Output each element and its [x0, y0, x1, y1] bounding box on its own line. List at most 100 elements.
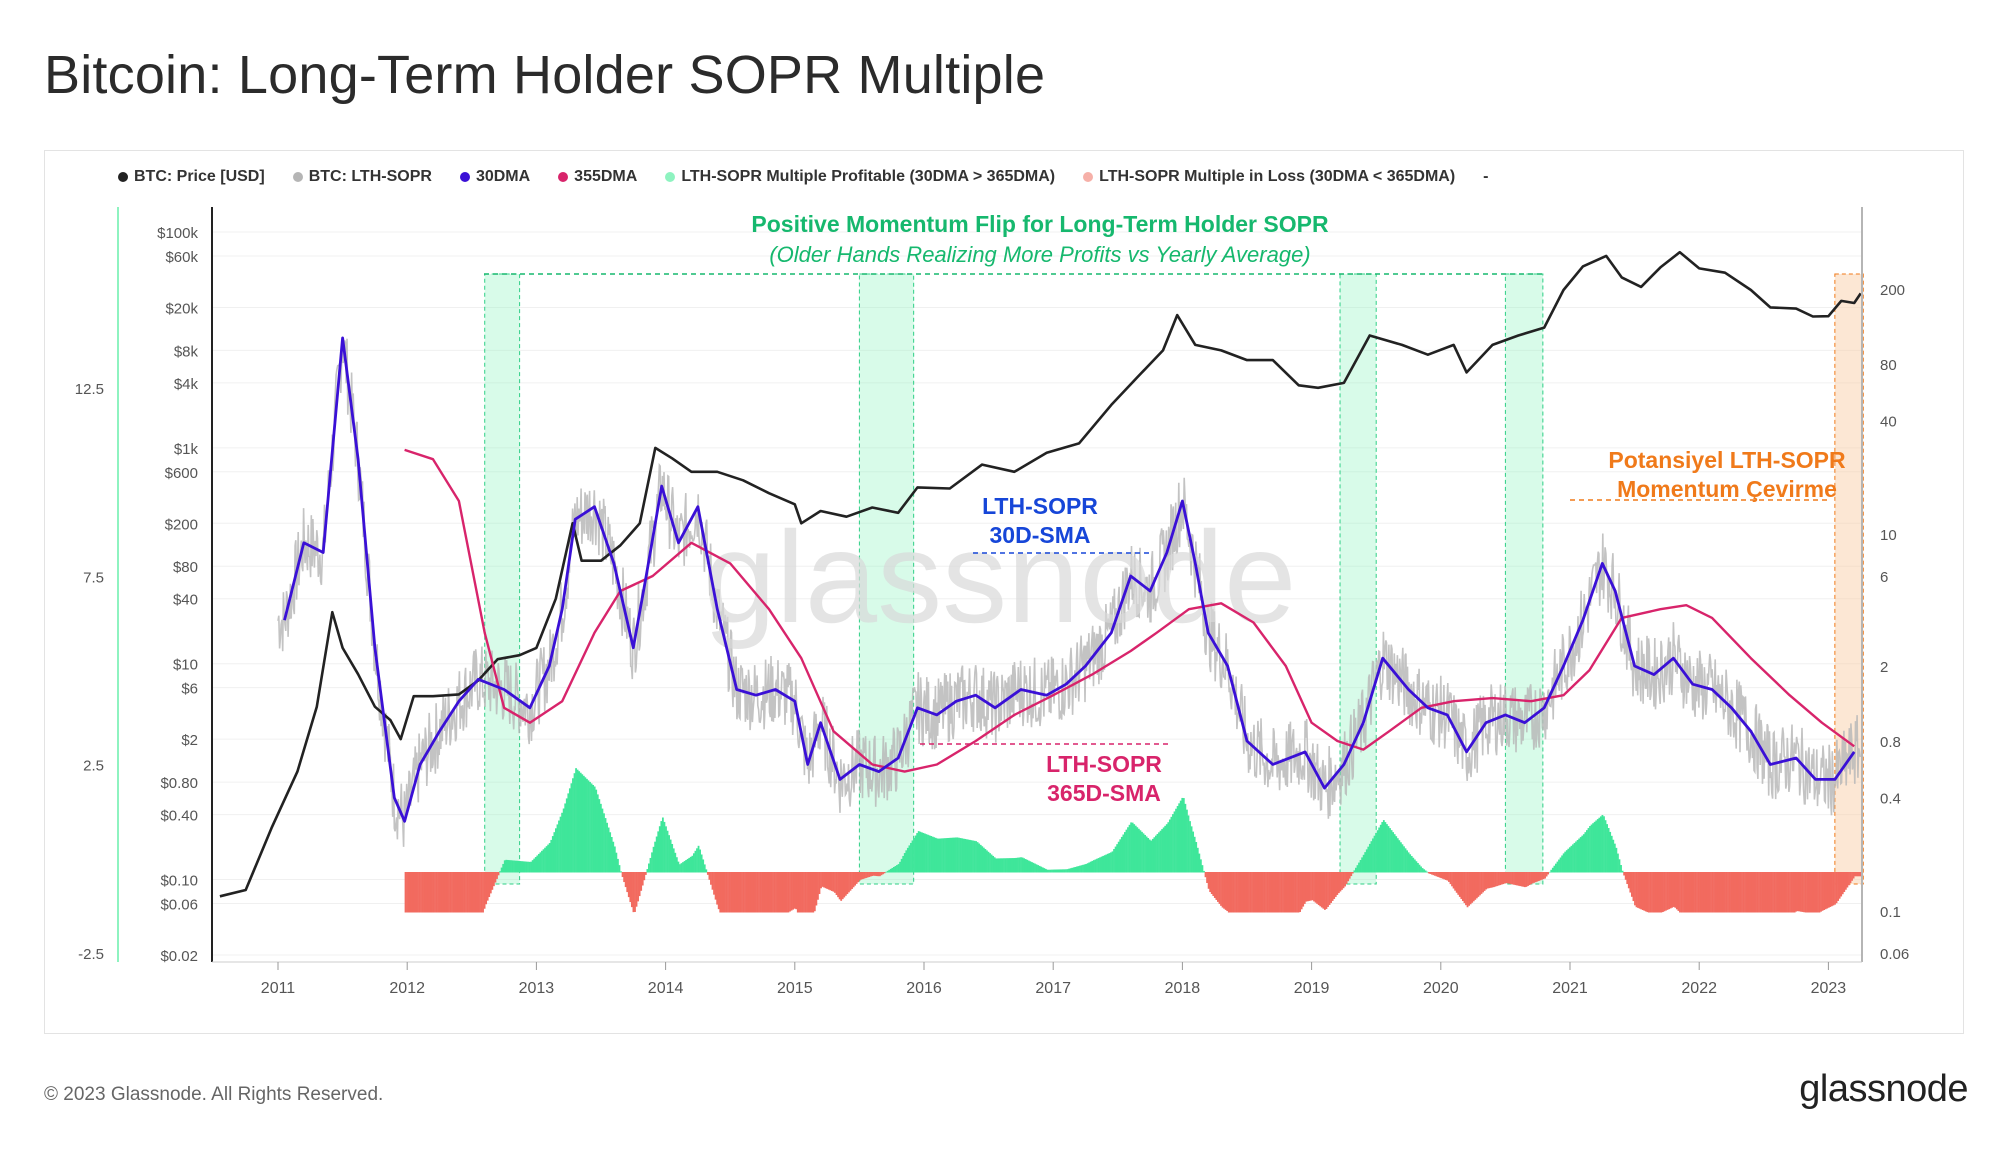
- multiple-bar: [1627, 872, 1630, 889]
- multiple-bar: [542, 849, 545, 873]
- multiple-bar: [1198, 853, 1201, 873]
- multiple-bar: [1249, 872, 1252, 913]
- multiple-bar: [1806, 872, 1808, 913]
- legend-label-loss: LTH-SOPR Multiple in Loss (30DMA < 365DM…: [1099, 168, 1456, 185]
- multiple-bar: [1714, 872, 1717, 913]
- multiple-bar: [751, 872, 754, 913]
- multiple-bar: [632, 872, 635, 913]
- multiple-bar: [1496, 872, 1498, 887]
- legend-item-loss[interactable]: LTH-SOPR Multiple in Loss (30DMA < 365DM…: [1083, 168, 1455, 186]
- multiple-bar: [1527, 872, 1529, 886]
- multiple-bar: [1179, 800, 1182, 873]
- multiple-bar: [869, 872, 872, 877]
- multiple-bar: [654, 841, 657, 873]
- multiple-bar: [1519, 872, 1522, 887]
- multiple-bar: [496, 872, 498, 879]
- multiple-bar: [700, 854, 703, 873]
- sopr-tick-label: 6: [1880, 569, 1888, 586]
- multiple-bar: [1320, 872, 1323, 908]
- multiple-bar: [1297, 872, 1300, 913]
- multiple-bar: [706, 872, 709, 875]
- multiple-bar: [1015, 857, 1018, 873]
- multiple-bar: [1124, 832, 1126, 873]
- multiple-bar: [1392, 832, 1395, 873]
- multiple-bar: [705, 869, 708, 873]
- multiple-bar: [1017, 857, 1019, 873]
- multiple-bar: [1675, 872, 1678, 910]
- multiple-bar: [841, 872, 844, 900]
- multiple-bar: [925, 834, 928, 873]
- multiple-bar: [889, 868, 892, 873]
- multiple-bar: [1413, 859, 1416, 873]
- multiple-bar: [469, 872, 472, 913]
- multiple-bar: [1716, 872, 1719, 913]
- multiple-bar: [872, 872, 875, 876]
- multiple-bar: [1322, 872, 1325, 909]
- legend-dot-price: [118, 172, 128, 182]
- multiple-bar: [1272, 872, 1275, 913]
- multiple-bar: [1296, 872, 1298, 913]
- multiple-bar: [423, 872, 426, 913]
- multiple-tick-label: 2.5: [83, 758, 104, 775]
- multiple-bar: [854, 872, 857, 886]
- multiple-bar: [1472, 872, 1475, 902]
- multiple-bar: [1520, 872, 1523, 887]
- multiple-bar: [1145, 836, 1148, 873]
- multiple-bar: [1491, 872, 1494, 888]
- multiple-bar: [1181, 797, 1184, 873]
- multiple-bar: [472, 872, 475, 913]
- legend-item-profitable[interactable]: LTH-SOPR Multiple Profitable (30DMA > 36…: [665, 168, 1055, 186]
- multiple-bar: [1782, 872, 1785, 913]
- multiple-bar: [773, 872, 776, 913]
- grid-layer: [212, 231, 1862, 956]
- multiple-bar: [483, 872, 486, 909]
- multiple-bar: [1835, 872, 1838, 904]
- multiple-bar: [1133, 824, 1136, 873]
- multiple-bar: [1080, 865, 1083, 873]
- legend-item-lth-sopr[interactable]: BTC: LTH-SOPR: [292, 168, 432, 186]
- multiple-bar: [1750, 872, 1753, 913]
- footer-brand-logo: glassnode: [1799, 1068, 1968, 1110]
- multiple-bar: [875, 872, 878, 877]
- multiple-bar: [1626, 872, 1629, 885]
- multiple-bar: [772, 872, 774, 913]
- multiple-bar: [1680, 872, 1683, 913]
- multiple-bar: [1168, 819, 1171, 873]
- multiple-bar: [1120, 836, 1123, 873]
- multiple-bar: [1212, 872, 1215, 896]
- multiple-bar: [972, 840, 974, 873]
- multiple-bar: [868, 872, 870, 878]
- turkish-label-line1: Potansiyel LTH-SOPR: [1608, 447, 1846, 473]
- multiple-bar: [1251, 872, 1253, 913]
- multiple-bar: [996, 858, 999, 873]
- multiple-bar: [1772, 872, 1774, 913]
- multiple-bar: [682, 862, 684, 873]
- multiple-bar: [1458, 872, 1461, 897]
- multiple-bar: [1127, 827, 1129, 873]
- multiple-bar: [770, 872, 773, 913]
- multiple-bar: [1599, 816, 1602, 873]
- x-tick-label: 2016: [906, 980, 942, 997]
- multiple-bar: [692, 853, 695, 873]
- multiple-bar: [1114, 846, 1117, 873]
- multiple-bar: [1313, 872, 1315, 902]
- multiple-bar: [415, 872, 418, 913]
- multiple-bar: [810, 872, 813, 913]
- legend-item-30dma[interactable]: 30DMA: [459, 168, 530, 186]
- multiple-bar: [982, 847, 985, 873]
- multiple-bar: [567, 793, 570, 873]
- multiple-bar: [689, 856, 692, 873]
- legend-item-price[interactable]: BTC: Price [USD]: [118, 168, 265, 186]
- multiple-bar: [1232, 872, 1235, 913]
- legend-dot-loss: [1083, 172, 1094, 182]
- multiple-bar: [630, 872, 633, 908]
- multiple-bar: [1480, 872, 1483, 894]
- legend-item-355dma[interactable]: 355DMA: [558, 168, 637, 186]
- multiple-bar: [1658, 872, 1661, 913]
- multiple-bar: [482, 872, 484, 913]
- line-layer: [219, 250, 1862, 898]
- multiple-bar: [897, 864, 900, 873]
- multiple-bar: [592, 784, 595, 873]
- multiple-bar: [1824, 872, 1827, 910]
- multiple-bar: [1803, 872, 1805, 913]
